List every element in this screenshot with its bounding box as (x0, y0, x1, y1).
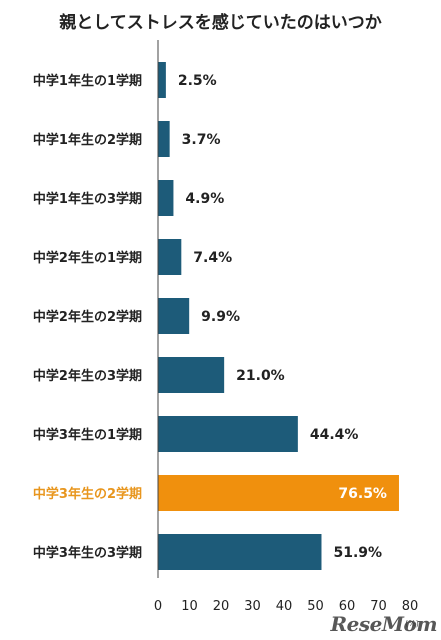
data-label: 7.4% (193, 250, 232, 266)
data-label: 76.5% (338, 486, 387, 502)
chart-title: 親としてストレスを感じていたのはいつか (59, 13, 382, 33)
bar (158, 239, 182, 275)
bar (158, 180, 174, 216)
x-tick-label: 60 (339, 599, 356, 614)
data-label: 9.9% (201, 309, 240, 325)
category-label: 中学2年生の2学期 (33, 309, 142, 325)
x-tick-label: 50 (307, 599, 324, 614)
category-label: 中学3年生の3学期 (33, 545, 142, 561)
x-tick-label: 10 (181, 599, 198, 614)
data-label: 21.0% (236, 368, 285, 384)
category-label: 中学1年生の3学期 (33, 191, 142, 207)
bar (158, 416, 298, 452)
bar (158, 534, 322, 570)
category-label: 中学1年生の1学期 (33, 73, 142, 89)
bar (158, 121, 170, 157)
x-tick-label: 80 (402, 599, 419, 614)
bar (158, 475, 399, 511)
category-label: 中学3年生の1学期 (33, 427, 142, 443)
x-unit-label: (%) (405, 619, 419, 628)
bar (158, 298, 190, 334)
x-tick-label: 20 (213, 599, 230, 614)
watermark-logo: ReseMom (330, 612, 438, 636)
category-label: 中学1年生の2学期 (33, 132, 142, 148)
data-label: 3.7% (182, 132, 221, 148)
bar (158, 62, 166, 98)
x-tick-label: 40 (276, 599, 293, 614)
category-label: 中学2年生の3学期 (33, 368, 142, 384)
x-tick-label: 30 (244, 599, 261, 614)
x-tick-label: 70 (370, 599, 387, 614)
data-label: 2.5% (178, 73, 217, 89)
category-label: 中学2年生の1学期 (33, 250, 142, 266)
x-tick-label: 0 (154, 599, 162, 614)
data-label: 51.9% (333, 545, 382, 561)
data-label: 44.4% (310, 427, 359, 443)
bar (158, 357, 225, 393)
category-label: 中学3年生の2学期 (33, 486, 142, 502)
data-label: 4.9% (185, 191, 224, 207)
